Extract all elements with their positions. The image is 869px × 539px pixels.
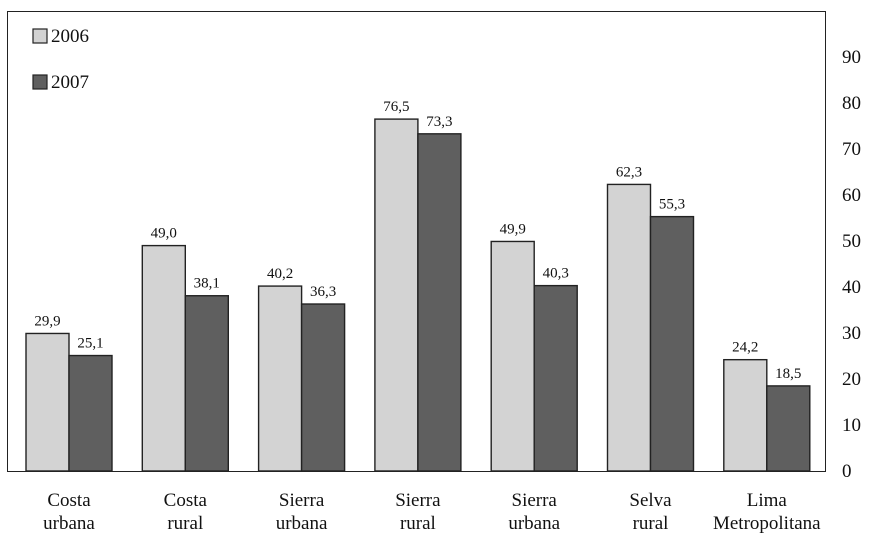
y-tick-label-40: 40 (842, 277, 861, 298)
category-label-4: Sierra urbana (508, 490, 560, 534)
bar-2007-4 (533, 284, 578, 472)
legend-label-2006: 2006 (51, 26, 89, 47)
y-tick-label-70: 70 (842, 139, 861, 160)
legend-swatch-2006 (32, 28, 48, 44)
bars-layer (25, 118, 811, 472)
legend-label-2007: 2007 (51, 72, 89, 93)
data-label-2006-2: 40,2 (267, 266, 293, 282)
data-label-2006-0: 29,9 (34, 313, 60, 329)
bar-2006-4 (490, 240, 535, 472)
y-tick-label-30: 30 (842, 323, 861, 344)
category-label-2: Sierra urbana (276, 490, 328, 534)
data-label-2007-0: 25,1 (77, 336, 103, 352)
category-label-3: Sierra rural (395, 490, 441, 534)
data-labels-layer: 29,9 25,1 49,0 38,1 40,2 36,3 76,5 73,3 49,9 40,3… (34, 99, 801, 382)
data-label-2007-6: 18,5 (775, 366, 801, 382)
data-label-2006-6: 24,2 (732, 340, 758, 356)
category-label-1: Costa rural (164, 490, 208, 534)
legend-swatch-2007 (32, 74, 48, 90)
data-label-2007-4: 40,3 (543, 266, 569, 282)
bar-2007-3 (417, 133, 462, 472)
y-tick-label-10: 10 (842, 415, 861, 436)
x-axis: Costa urbana Costa rural Sierra urbana Sierra r… (43, 490, 821, 534)
y-tick-label-20: 20 (842, 369, 861, 390)
data-label-2007-2: 36,3 (310, 284, 336, 300)
bar-2006-3 (374, 118, 419, 472)
y-tick-label-50: 50 (842, 231, 861, 252)
bar-2007-2 (300, 303, 346, 472)
bar-2007-0 (68, 354, 113, 472)
y-tick-label-90: 90 (842, 47, 861, 68)
bar-2006-2 (257, 285, 303, 472)
data-label-2006-3: 76,5 (383, 99, 409, 115)
bar-2007-1 (184, 295, 230, 472)
data-label-2006-4: 49,9 (500, 221, 526, 237)
y-axis: 0 10 20 30 40 50 60 70 80 90 (842, 47, 861, 482)
data-label-2006-1: 49,0 (151, 226, 177, 242)
category-label-0: Costa urbana (43, 490, 95, 534)
category-label-6: Lima Metropolitana (713, 490, 821, 534)
category-label-5: Selva rural (629, 490, 672, 534)
data-label-2006-5: 62,3 (616, 164, 642, 180)
bar-2006-1 (141, 244, 187, 472)
y-tick-label-80: 80 (842, 93, 861, 114)
bar-2007-6 (766, 385, 811, 472)
y-tick-label-60: 60 (842, 185, 861, 206)
bar-2006-0 (25, 332, 70, 472)
data-label-2007-1: 38,1 (194, 276, 220, 292)
data-label-2007-3: 73,3 (426, 114, 452, 130)
bar-2007-5 (649, 215, 695, 472)
bar-2006-5 (606, 183, 652, 472)
legend: 2006 2007 (32, 26, 89, 93)
y-tick-label-0: 0 (842, 461, 852, 482)
data-label-2007-5: 55,3 (659, 197, 685, 213)
bar-2006-6 (723, 358, 768, 472)
